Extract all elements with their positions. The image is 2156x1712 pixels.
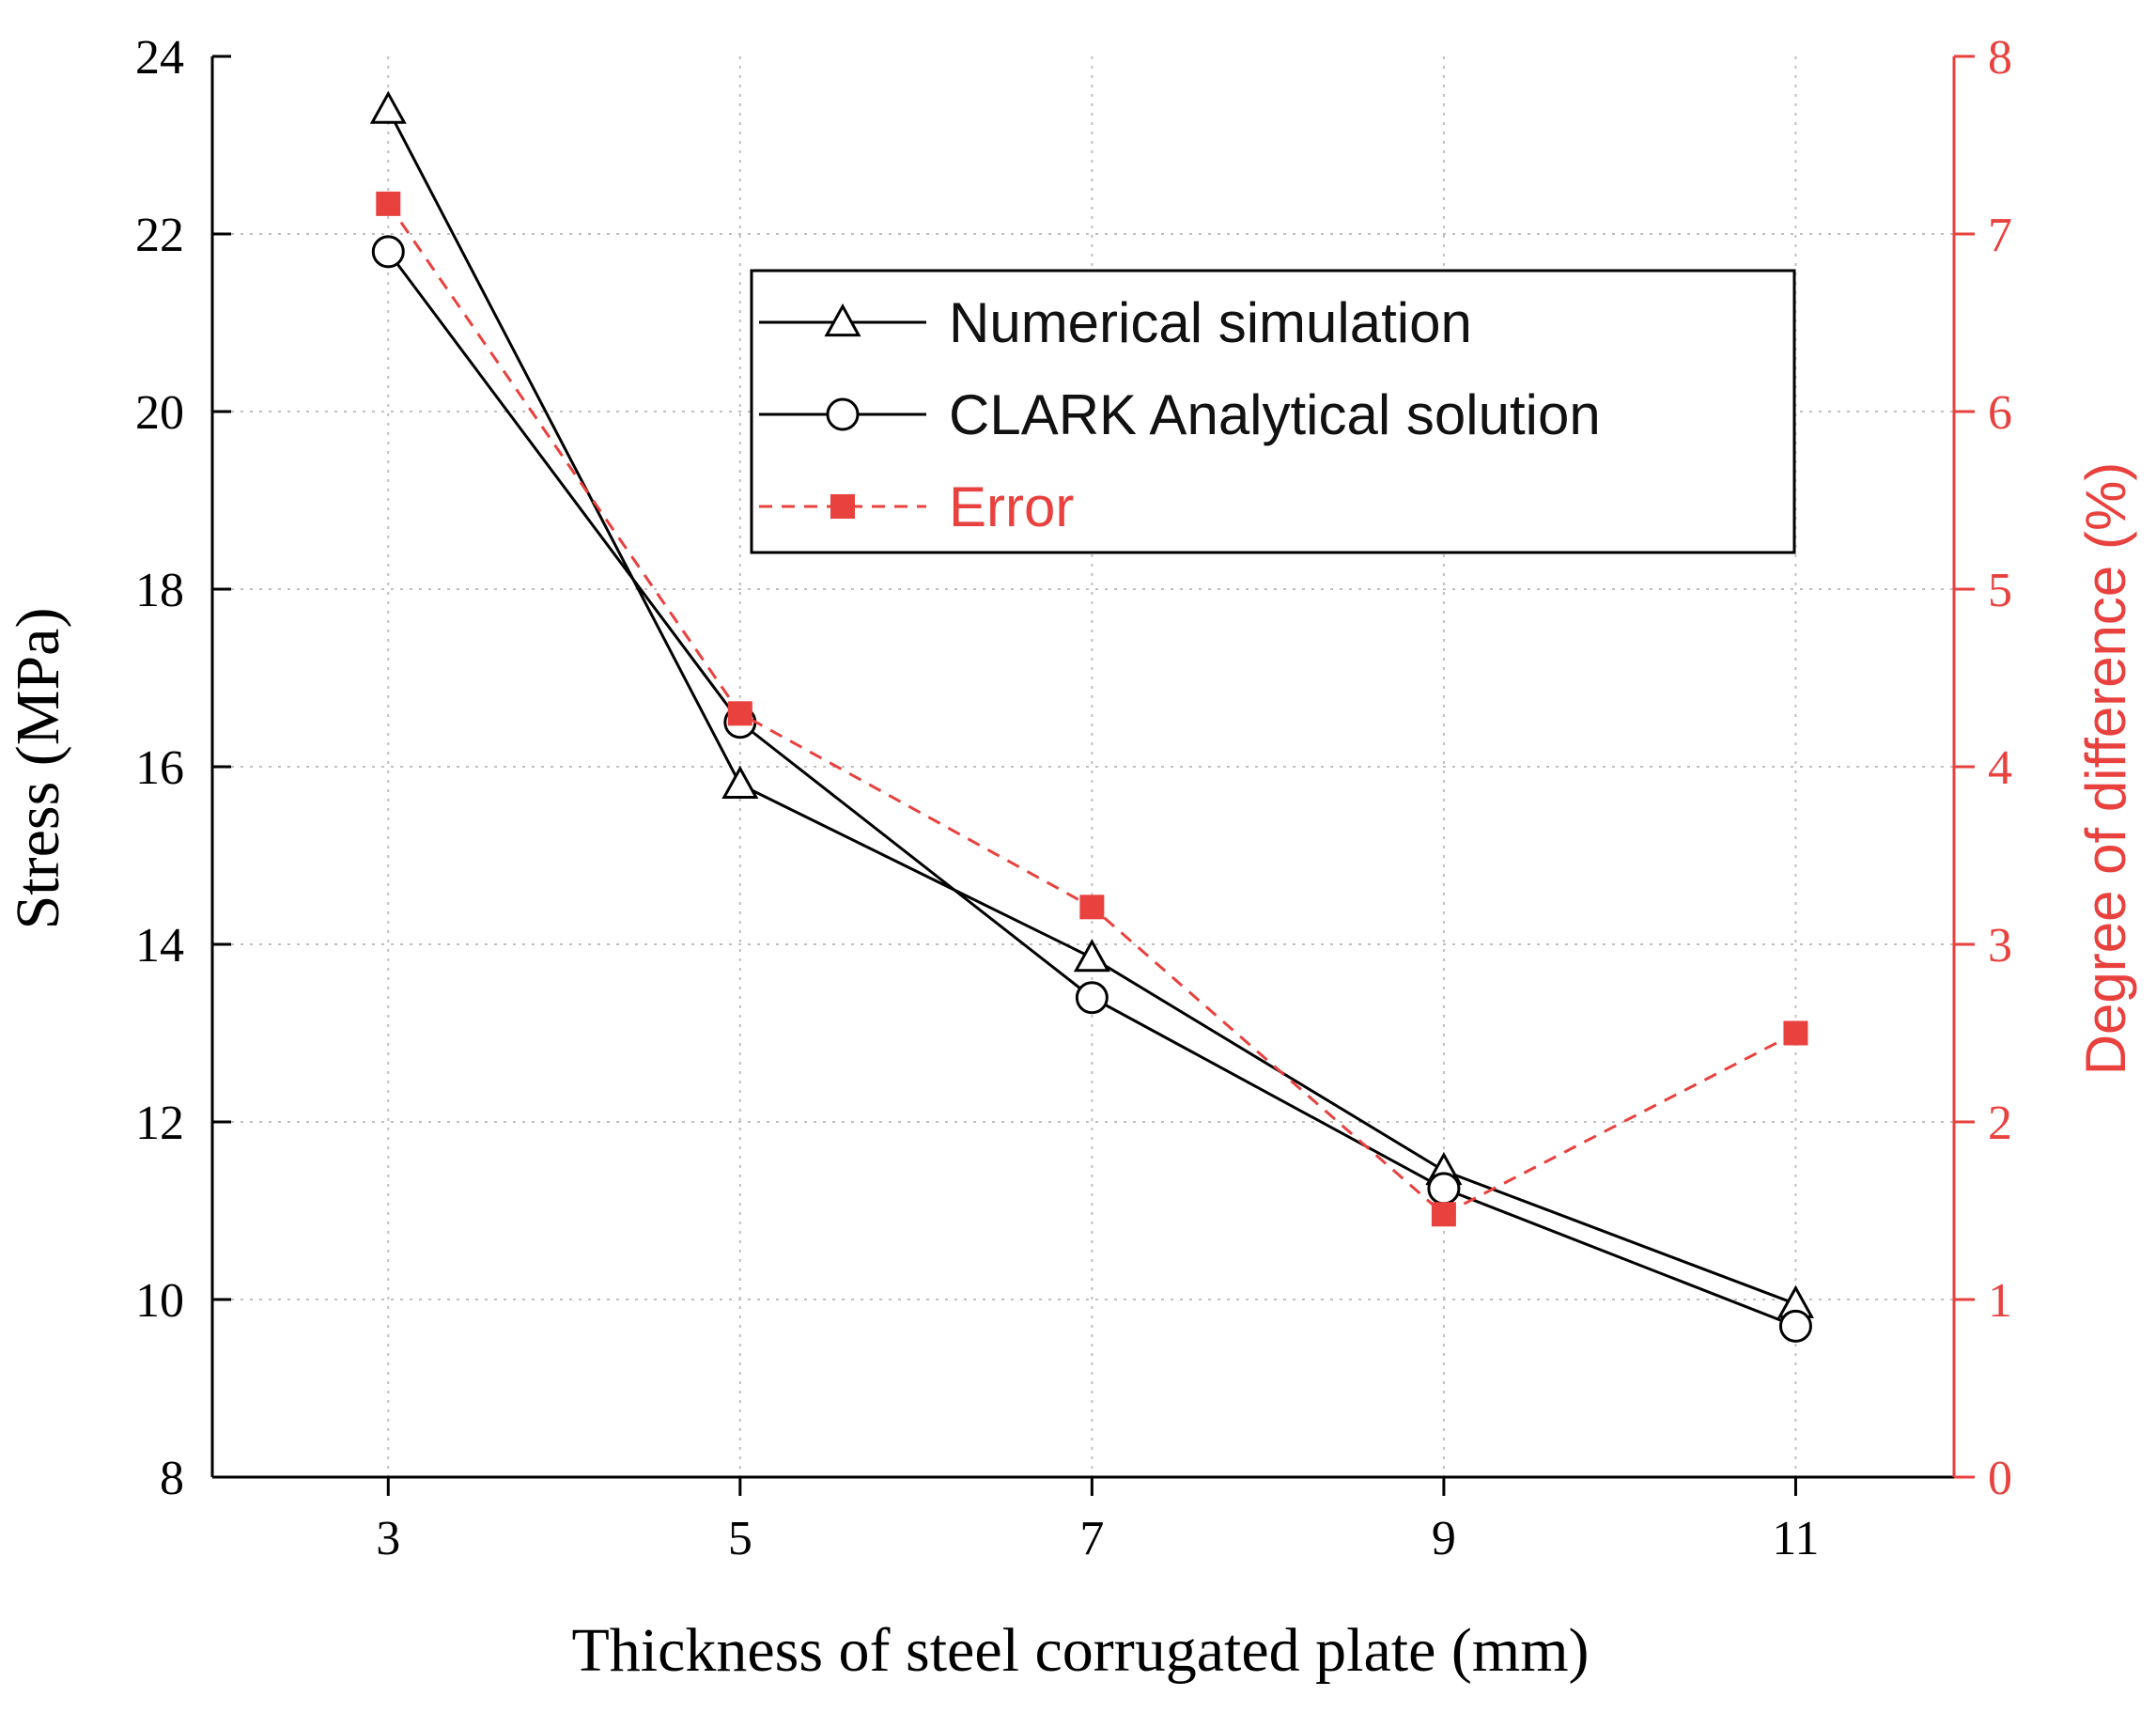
y2-tick-label-2: 2 bbox=[1988, 1097, 2012, 1150]
x-tick-label-3: 3 bbox=[376, 1512, 400, 1565]
point-clark-analytical-solution-9 bbox=[1427, 1172, 1461, 1206]
point-error-5 bbox=[727, 701, 752, 726]
y2-tick-label-0: 0 bbox=[1988, 1452, 2012, 1505]
point-error-9 bbox=[1431, 1202, 1456, 1227]
y-tick-label-12: 12 bbox=[135, 1097, 184, 1150]
point-clark-analytical-solution-3 bbox=[371, 235, 405, 269]
point-error-3 bbox=[376, 191, 401, 216]
y2-tick-label-8: 8 bbox=[1988, 31, 2012, 85]
point-error-7 bbox=[1079, 895, 1105, 920]
x-tick-label-9: 9 bbox=[1432, 1512, 1456, 1565]
legend: Numerical simulation CLARK Analytical sol… bbox=[750, 269, 1796, 554]
y-axis-title: Stress (MPa) bbox=[4, 608, 72, 930]
y-tick-label-8: 8 bbox=[160, 1452, 184, 1505]
point-numerical-simulation-3 bbox=[369, 90, 407, 124]
x-axis-title: Thickness of steel corrugated plate (mm) bbox=[571, 1616, 1589, 1685]
y-tick-label-20: 20 bbox=[135, 386, 184, 440]
y2-tick-label-4: 4 bbox=[1988, 741, 2012, 795]
y2-tick-label-3: 3 bbox=[1988, 919, 2012, 973]
y2-tick-label-5: 5 bbox=[1988, 564, 2012, 617]
y-tick-label-22: 22 bbox=[135, 209, 184, 262]
legend-label-error: Error bbox=[949, 475, 1074, 538]
tick-marks bbox=[212, 54, 1975, 1496]
legend-marker-clark-analytical-solution bbox=[826, 397, 860, 431]
legend-label-clark-analytical-solution: CLARK Analytical solution bbox=[949, 383, 1601, 446]
legend-marker-error bbox=[830, 494, 855, 519]
x-tick-label-7: 7 bbox=[1079, 1512, 1104, 1565]
point-error-11 bbox=[1783, 1020, 1808, 1046]
legend-label-numerical-simulation: Numerical simulation bbox=[949, 291, 1472, 354]
y2-axis-title: Degree of difference (%) bbox=[2074, 462, 2137, 1076]
point-clark-analytical-solution-11 bbox=[1778, 1309, 1812, 1343]
y-tick-label-10: 10 bbox=[135, 1274, 184, 1328]
y2-tick-label-1: 1 bbox=[1988, 1274, 2012, 1328]
y2-tick-label-6: 6 bbox=[1988, 386, 2012, 440]
x-tick-label-5: 5 bbox=[728, 1512, 752, 1565]
point-clark-analytical-solution-7 bbox=[1075, 981, 1109, 1015]
y-tick-label-18: 18 bbox=[135, 564, 184, 617]
y-tick-label-14: 14 bbox=[135, 919, 184, 973]
point-numerical-simulation-7 bbox=[1073, 939, 1110, 973]
y-tick-label-24: 24 bbox=[135, 31, 184, 85]
y2-tick-label-7: 7 bbox=[1988, 209, 2012, 262]
point-numerical-simulation-5 bbox=[721, 765, 759, 799]
series bbox=[369, 90, 1815, 1343]
legend-marker-numerical-simulation bbox=[824, 303, 861, 337]
y-tick-label-16: 16 bbox=[135, 741, 184, 795]
x-tick-label-11: 11 bbox=[1772, 1512, 1819, 1565]
